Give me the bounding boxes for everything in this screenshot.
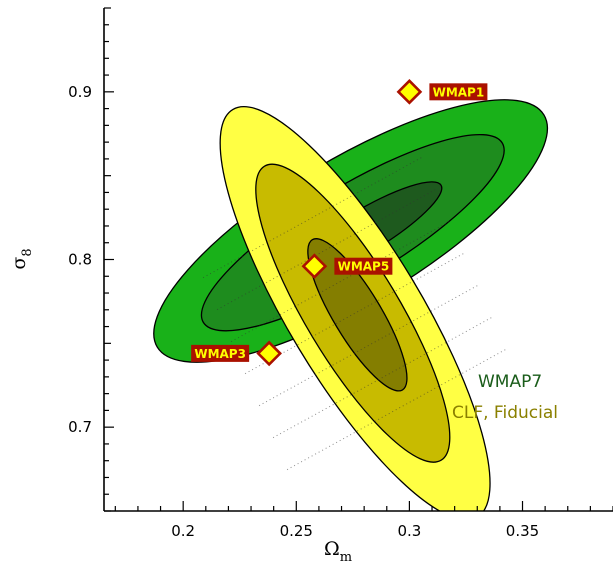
- legend-wmap7: WMAP7: [478, 372, 542, 392]
- x-tick-label: 0.2: [171, 522, 195, 540]
- x-axis-title: Ωm: [324, 538, 352, 565]
- ticks: 0.2 0.25 0.3 0.35 0.7 0.8 0.9: [68, 7, 613, 540]
- point-wmap1: WMAP1: [396, 78, 488, 105]
- y-axis-title: σ8: [8, 248, 35, 269]
- contour-clf-fiducial-inner: [307, 238, 408, 392]
- point-label: WMAP1: [433, 85, 485, 99]
- point-label-box: [191, 344, 250, 362]
- point-wmap5: WMAP5: [301, 253, 393, 280]
- diamond-marker: [256, 340, 282, 367]
- y-tick-label: 0.9: [68, 83, 92, 101]
- point-label-box: [334, 257, 393, 275]
- y-tick-label: 0.7: [68, 418, 92, 436]
- point-label: WMAP5: [338, 260, 390, 274]
- contour-layer: [153, 99, 549, 511]
- diamond-marker: [396, 78, 423, 105]
- x-tick-label: 0.25: [280, 522, 313, 540]
- diamond-marker: [301, 253, 328, 280]
- legend-clf-fiducial: CLF, Fiducial: [452, 403, 558, 423]
- x-tick-label: 0.35: [506, 522, 539, 540]
- points-layer: WMAP1 WMAP3 WMAP5: [191, 78, 488, 367]
- point-label: WMAP3: [194, 347, 246, 361]
- x-tick-label: 0.3: [397, 522, 421, 540]
- y-tick-label: 0.8: [68, 251, 92, 269]
- point-label-box: [429, 83, 488, 101]
- point-wmap3: WMAP3: [191, 340, 282, 367]
